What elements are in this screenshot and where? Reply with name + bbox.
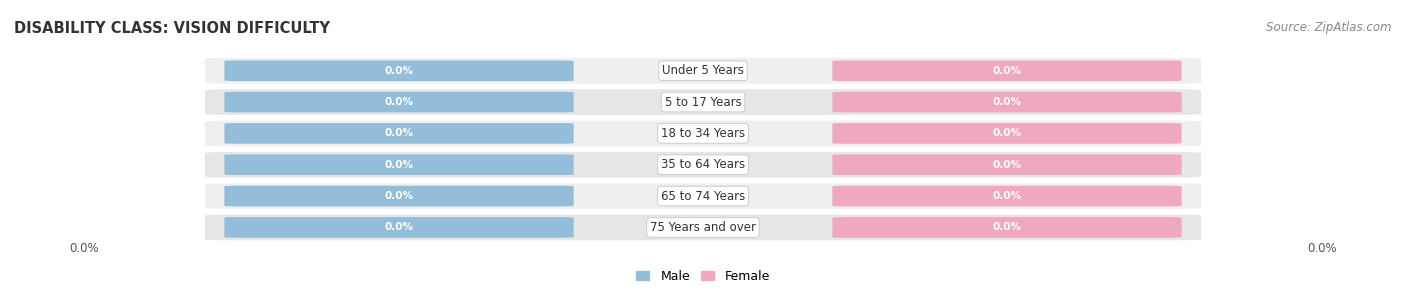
FancyBboxPatch shape bbox=[205, 89, 1201, 115]
FancyBboxPatch shape bbox=[225, 155, 574, 175]
FancyBboxPatch shape bbox=[205, 58, 1201, 84]
FancyBboxPatch shape bbox=[832, 123, 1181, 144]
FancyBboxPatch shape bbox=[205, 183, 1201, 209]
Legend: Male, Female: Male, Female bbox=[630, 265, 776, 288]
FancyBboxPatch shape bbox=[225, 60, 574, 81]
Text: 0.0%: 0.0% bbox=[69, 242, 98, 255]
FancyBboxPatch shape bbox=[225, 186, 574, 207]
FancyBboxPatch shape bbox=[205, 215, 1201, 240]
Text: 0.0%: 0.0% bbox=[384, 191, 413, 201]
FancyBboxPatch shape bbox=[225, 123, 574, 144]
Text: 0.0%: 0.0% bbox=[384, 97, 413, 107]
Text: 0.0%: 0.0% bbox=[993, 222, 1022, 233]
FancyBboxPatch shape bbox=[205, 152, 1201, 177]
Text: 0.0%: 0.0% bbox=[993, 160, 1022, 170]
Text: 0.0%: 0.0% bbox=[384, 66, 413, 76]
Text: DISABILITY CLASS: VISION DIFFICULTY: DISABILITY CLASS: VISION DIFFICULTY bbox=[14, 21, 330, 36]
Text: 35 to 64 Years: 35 to 64 Years bbox=[661, 158, 745, 171]
FancyBboxPatch shape bbox=[205, 121, 1201, 146]
FancyBboxPatch shape bbox=[832, 186, 1181, 207]
FancyBboxPatch shape bbox=[225, 92, 574, 112]
Text: Source: ZipAtlas.com: Source: ZipAtlas.com bbox=[1267, 21, 1392, 34]
FancyBboxPatch shape bbox=[832, 155, 1181, 175]
Text: 75 Years and over: 75 Years and over bbox=[650, 221, 756, 234]
Text: 0.0%: 0.0% bbox=[993, 97, 1022, 107]
Text: 18 to 34 Years: 18 to 34 Years bbox=[661, 127, 745, 140]
Text: 0.0%: 0.0% bbox=[384, 160, 413, 170]
Text: 0.0%: 0.0% bbox=[993, 191, 1022, 201]
FancyBboxPatch shape bbox=[832, 92, 1181, 112]
Text: 0.0%: 0.0% bbox=[1308, 242, 1337, 255]
Text: 65 to 74 Years: 65 to 74 Years bbox=[661, 190, 745, 203]
FancyBboxPatch shape bbox=[832, 60, 1181, 81]
Text: Under 5 Years: Under 5 Years bbox=[662, 64, 744, 77]
Text: 0.0%: 0.0% bbox=[384, 129, 413, 138]
FancyBboxPatch shape bbox=[225, 217, 574, 238]
FancyBboxPatch shape bbox=[832, 217, 1181, 238]
Text: 0.0%: 0.0% bbox=[993, 129, 1022, 138]
Text: 0.0%: 0.0% bbox=[384, 222, 413, 233]
Text: 5 to 17 Years: 5 to 17 Years bbox=[665, 95, 741, 109]
Text: 0.0%: 0.0% bbox=[993, 66, 1022, 76]
